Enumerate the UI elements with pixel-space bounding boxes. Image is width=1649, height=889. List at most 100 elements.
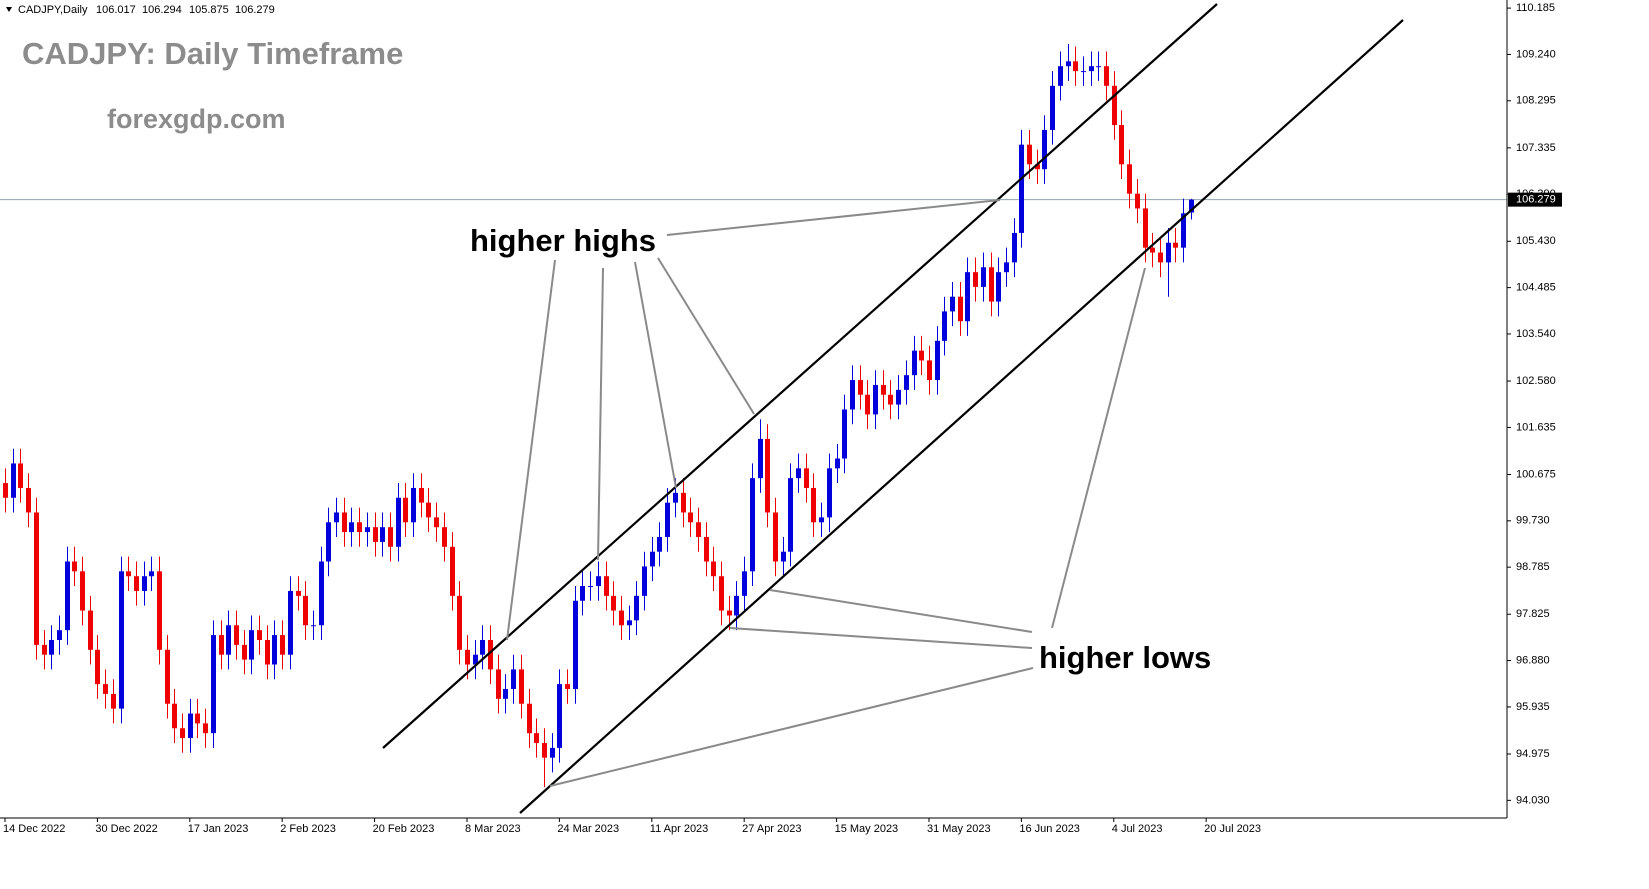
pointer — [769, 589, 1033, 633]
y-tick-label: 109.240 — [1516, 48, 1556, 60]
candle-body — [103, 684, 108, 694]
x-tick-label: 17 Jan 2023 — [188, 823, 249, 835]
candle-body — [450, 546, 455, 596]
candle-body — [965, 272, 970, 322]
candle-body — [888, 394, 893, 405]
candle-body — [596, 576, 601, 587]
candle-body — [488, 639, 493, 670]
candle-body — [904, 375, 909, 390]
candle-body — [542, 742, 547, 758]
candle-body — [111, 693, 116, 709]
header-open: 106.017 — [96, 4, 136, 16]
x-tick-label: 4 Jul 2023 — [1112, 823, 1163, 835]
candle-body — [72, 561, 77, 572]
candle-body — [912, 350, 917, 376]
header-high: 106.294 — [142, 4, 182, 16]
candle-body — [319, 561, 324, 626]
candle-body — [157, 571, 162, 650]
candle-body — [1119, 125, 1124, 165]
candle-body — [665, 502, 670, 537]
y-tick-label: 107.335 — [1516, 142, 1556, 154]
candle-body — [958, 296, 963, 322]
current-price-box — [1508, 192, 1562, 207]
candle-body — [403, 497, 408, 523]
x-tick-label: 15 May 2023 — [835, 823, 899, 835]
candle-body — [1104, 66, 1109, 86]
candle-body — [357, 522, 362, 533]
candle-body — [1050, 85, 1055, 130]
candle-body — [311, 625, 316, 627]
candle-body — [388, 527, 393, 547]
candle-body — [850, 380, 855, 410]
y-tick-label: 104.485 — [1516, 282, 1556, 294]
candle-body — [804, 468, 809, 488]
chart-title: CADJPY: Daily Timeframe — [22, 36, 403, 71]
candle-body — [373, 527, 378, 542]
y-tick-label: 97.825 — [1516, 608, 1550, 620]
candle-body — [989, 267, 994, 302]
candle-body — [411, 487, 416, 523]
candle-body — [704, 536, 709, 562]
candle-body — [634, 595, 639, 621]
candle-body — [219, 635, 224, 655]
candle-body — [296, 590, 301, 596]
pointer — [597, 267, 604, 561]
candle-body — [380, 527, 385, 542]
y-tick-label: 95.935 — [1516, 701, 1550, 713]
candle-body — [696, 522, 701, 537]
y-tick-label: 99.730 — [1516, 515, 1550, 527]
candle-body — [580, 586, 585, 601]
candle-body — [34, 512, 39, 645]
candle-body — [927, 360, 932, 381]
pointer — [549, 667, 1034, 787]
candle-body — [511, 669, 516, 690]
candle-body — [550, 747, 555, 758]
candle-body — [1112, 85, 1117, 126]
candle-body — [49, 639, 54, 655]
candle-body — [242, 644, 247, 660]
candle-body — [1158, 252, 1163, 263]
pointer — [634, 261, 677, 489]
x-tick-label: 27 Apr 2023 — [742, 823, 801, 835]
header-close: 106.279 — [235, 4, 275, 16]
candle-body — [1012, 232, 1017, 263]
current-price-label: 106.279 — [1516, 194, 1556, 206]
candle-body — [642, 566, 647, 596]
candle-body — [919, 350, 924, 361]
candle-body — [996, 272, 1001, 302]
candle-body — [365, 527, 370, 533]
candle-body — [819, 517, 824, 523]
candle-body — [827, 468, 832, 518]
candle-body — [611, 595, 616, 611]
y-tick-label: 94.030 — [1516, 794, 1550, 806]
watermark: forexgdp.com — [107, 104, 286, 134]
candle-body — [11, 463, 16, 498]
candle-body — [1089, 66, 1094, 72]
candle-body — [1081, 71, 1086, 73]
candle-body — [303, 595, 308, 626]
candle-body — [1166, 242, 1171, 263]
candle-body — [226, 625, 231, 655]
candle-body — [627, 620, 632, 626]
y-tick-label: 108.295 — [1516, 95, 1556, 107]
candle-body — [42, 644, 47, 655]
menu-arrow[interactable] — [6, 7, 12, 12]
annotation: higher lows — [1039, 640, 1211, 675]
x-tick-label: 11 Apr 2023 — [650, 823, 709, 835]
candle-body — [172, 703, 177, 729]
y-tick-label: 103.540 — [1516, 328, 1556, 340]
candle-body — [1004, 262, 1009, 273]
candle-body — [1073, 61, 1078, 72]
candle-body — [503, 689, 508, 699]
candle-body — [981, 267, 986, 287]
candle-body — [1135, 193, 1140, 209]
candle-body — [188, 713, 193, 739]
candle-body — [742, 571, 747, 596]
candle-body — [835, 458, 840, 469]
y-tick-label: 110.185 — [1516, 2, 1555, 14]
candle-body — [65, 561, 70, 631]
candle-body — [842, 409, 847, 459]
candle-body — [1042, 129, 1047, 170]
candle-body — [396, 497, 401, 547]
